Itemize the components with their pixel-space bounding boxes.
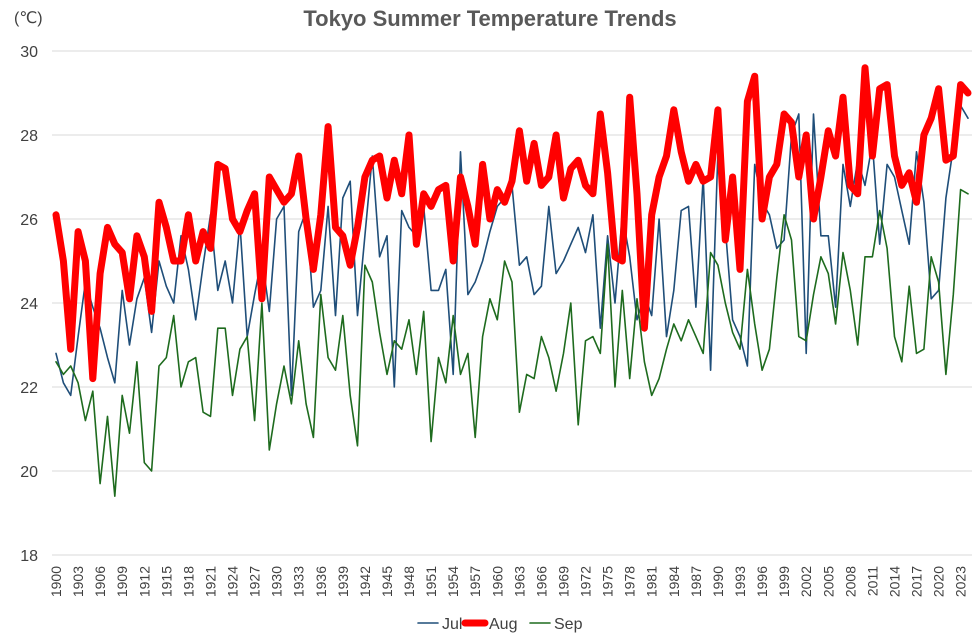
x-tick-label: 1951 — [423, 566, 439, 597]
x-tick-label: 1996 — [754, 566, 770, 597]
x-tick-label: 2023 — [953, 566, 969, 597]
x-tick-label: 1903 — [70, 566, 86, 597]
x-tick-label: 1918 — [180, 566, 196, 597]
x-tick-label: 1954 — [445, 566, 461, 597]
x-tick-label: 2005 — [820, 566, 836, 597]
x-tick-label: 2020 — [931, 566, 947, 597]
series-line-aug — [52, 64, 972, 383]
x-tick-label: 1990 — [710, 566, 726, 597]
x-tick-label: 2011 — [864, 566, 880, 596]
x-tick-label: 1915 — [158, 566, 174, 597]
y-axis-unit-label: (℃) — [14, 10, 43, 27]
x-tick-label: 1912 — [136, 566, 152, 597]
x-tick-label: 1939 — [335, 566, 351, 597]
x-tick-label: 1978 — [622, 566, 638, 597]
chart-title: Tokyo Summer Temperature Trends — [303, 6, 677, 31]
x-tick-label: 1957 — [467, 566, 483, 597]
x-tick-label: 1960 — [489, 566, 505, 597]
legend-label-jul: Jul — [442, 616, 462, 633]
x-tick-label: 2017 — [909, 566, 925, 597]
y-tick-label: 22 — [20, 380, 38, 397]
y-tick-label: 20 — [20, 464, 38, 481]
x-tick-label: 1987 — [688, 566, 704, 597]
y-tick-label: 28 — [20, 128, 38, 145]
x-tick-label: 1972 — [578, 566, 594, 597]
x-tick-label: 1933 — [291, 566, 307, 597]
legend-label-aug: Aug — [489, 616, 517, 633]
y-tick-label: 30 — [20, 44, 38, 61]
x-tick-label: 1969 — [555, 566, 571, 597]
x-tick-label: 1936 — [313, 566, 329, 597]
x-tick-label: 1909 — [114, 566, 130, 597]
series-line-sep — [55, 188, 969, 498]
x-tick-label: 1927 — [247, 566, 263, 597]
x-tick-label: 2002 — [798, 566, 814, 597]
x-tick-label: 1993 — [732, 566, 748, 597]
x-tick-label: 1942 — [357, 566, 373, 597]
x-tick-label: 2014 — [886, 566, 902, 597]
x-tick-label: 1930 — [269, 566, 285, 597]
x-tick-label: 1999 — [776, 566, 792, 597]
x-tick-label: 1975 — [600, 566, 616, 597]
y-tick-label: 24 — [20, 296, 38, 313]
x-tick-label: 2008 — [842, 566, 858, 597]
x-tick-label: 1924 — [225, 566, 241, 597]
x-tick-label: 1948 — [401, 566, 417, 597]
x-tick-label: 1963 — [511, 566, 527, 597]
x-tick-label: 1906 — [92, 566, 108, 597]
y-tick-label: 26 — [20, 212, 38, 229]
x-tick-label: 1945 — [379, 566, 395, 597]
x-tick-label: 1921 — [202, 566, 218, 597]
legend-label-sep: Sep — [554, 616, 583, 633]
y-tick-label: 18 — [20, 548, 38, 565]
x-tick-label: 1981 — [644, 566, 660, 597]
x-tick-label: 1966 — [533, 566, 549, 597]
x-tick-label: 1984 — [666, 566, 682, 597]
x-tick-label: 1900 — [48, 566, 64, 597]
